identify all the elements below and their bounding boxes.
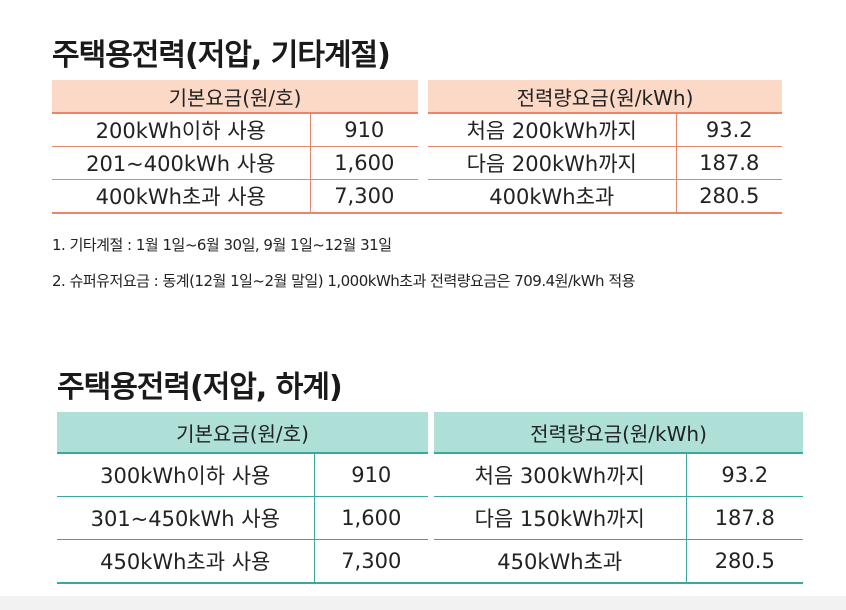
energy-value-cell: 280.5 — [686, 539, 803, 584]
energy-label-cell: 450kWh초과 — [434, 539, 687, 584]
basic-value-cell: 7,300 — [310, 179, 418, 214]
energy-value-cell: 187.8 — [676, 146, 782, 180]
note-1: 1. 기타계절 : 1월 1일~6월 30일, 9월 1일~12월 31일 — [52, 236, 392, 254]
table-row: 201~400kWh 사용 1,600 다음 200kWh까지 187.8 — [52, 146, 782, 180]
header-energy-charge: 전력량요금(원/kWh) — [428, 80, 782, 114]
energy-value-cell: 93.2 — [676, 113, 782, 147]
header-energy-charge: 전력량요금(원/kWh) — [434, 412, 803, 454]
energy-label-cell: 400kWh초과 — [428, 179, 677, 214]
basic-label-cell: 400kWh초과 사용 — [52, 179, 311, 214]
energy-value-cell: 93.2 — [686, 453, 803, 497]
energy-label-cell: 처음 300kWh까지 — [434, 453, 687, 497]
basic-label-cell: 201~400kWh 사용 — [52, 146, 311, 180]
basic-label-cell: 300kWh이하 사용 — [57, 453, 315, 497]
table-row: 300kWh이하 사용 910 처음 300kWh까지 93.2 — [57, 453, 803, 497]
table-row: 450kWh초과 사용 7,300 450kWh초과 280.5 — [57, 539, 803, 584]
section2-rate-table: 기본요금(원/호) 전력량요금(원/kWh) 300kWh이하 사용 910 처… — [57, 412, 803, 584]
section1-title: 주택용전력(저압, 기타계절) — [52, 38, 391, 73]
energy-label-cell: 다음 200kWh까지 — [428, 146, 677, 180]
energy-value-cell: 187.8 — [686, 496, 803, 540]
section1-rate-table: 기본요금(원/호) 전력량요금(원/kWh) 200kWh이하 사용 910 처… — [52, 80, 782, 214]
header-basic-charge: 기본요금(원/호) — [57, 412, 428, 454]
basic-value-cell: 910 — [314, 453, 428, 497]
table-header-row: 기본요금(원/호) 전력량요금(원/kWh) — [57, 412, 803, 454]
note-2: 2. 슈퍼유저요금 : 동계(12월 1일~2월 말일) 1,000kWh초과 … — [52, 272, 635, 290]
basic-value-cell: 7,300 — [314, 539, 428, 584]
basic-label-cell: 301~450kWh 사용 — [57, 496, 315, 540]
energy-label-cell: 처음 200kWh까지 — [428, 113, 677, 147]
table-header-row: 기본요금(원/호) 전력량요금(원/kWh) — [52, 80, 782, 114]
energy-label-cell: 다음 150kWh까지 — [434, 496, 687, 540]
section2-title: 주택용전력(저압, 하계) — [57, 370, 343, 405]
basic-value-cell: 910 — [310, 113, 418, 147]
basic-label-cell: 450kWh초과 사용 — [57, 539, 315, 584]
table-row: 301~450kWh 사용 1,600 다음 150kWh까지 187.8 — [57, 496, 803, 540]
bottom-strip — [0, 596, 846, 610]
basic-value-cell: 1,600 — [314, 496, 428, 540]
header-basic-charge: 기본요금(원/호) — [52, 80, 418, 114]
table-row: 200kWh이하 사용 910 처음 200kWh까지 93.2 — [52, 113, 782, 147]
basic-label-cell: 200kWh이하 사용 — [52, 113, 311, 147]
table-row: 400kWh초과 사용 7,300 400kWh초과 280.5 — [52, 179, 782, 214]
energy-value-cell: 280.5 — [676, 179, 782, 214]
basic-value-cell: 1,600 — [310, 146, 418, 180]
